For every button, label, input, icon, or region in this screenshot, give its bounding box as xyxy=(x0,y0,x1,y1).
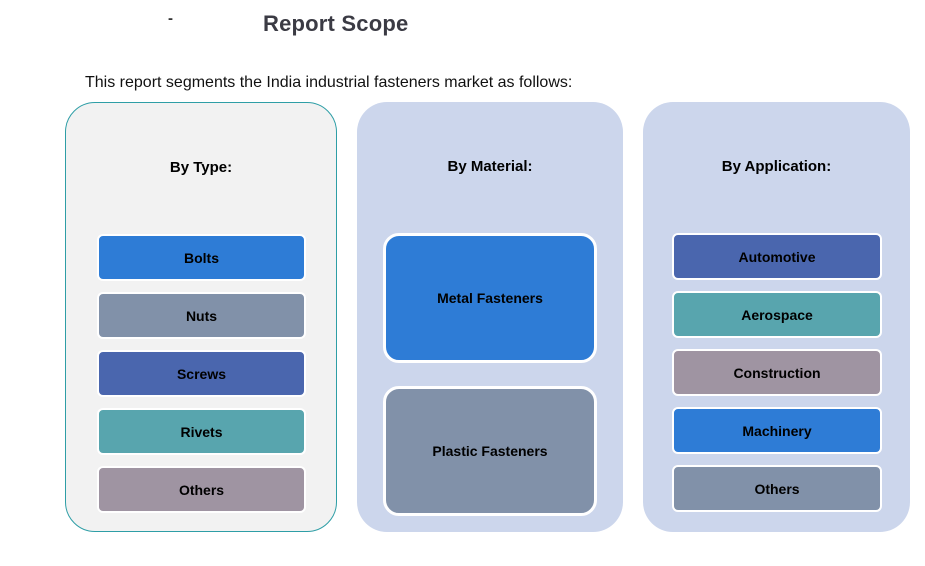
panel-by-material-boxes: Metal Fasteners Plastic Fasteners xyxy=(383,233,597,516)
panel-by-type-boxes: Bolts Nuts Screws Rivets Others xyxy=(97,234,306,513)
segment-box-others-type: Others xyxy=(97,466,306,513)
segment-box-bolts: Bolts xyxy=(97,234,306,281)
panel-by-type-header: By Type: xyxy=(169,159,233,176)
subtitle: This report segments the India industria… xyxy=(85,74,573,91)
segment-box-others-application: Others xyxy=(672,465,882,512)
segment-box-automotive: Automotive xyxy=(672,233,882,280)
panel-by-application-boxes: Automotive Aerospace Construction Machin… xyxy=(672,233,882,512)
panel-by-material-header: By Material: xyxy=(447,158,533,175)
segment-box-rivets: Rivets xyxy=(97,408,306,455)
panel-by-type: By Type: Bolts Nuts Screws Rivets Others xyxy=(65,102,337,532)
page-title: Report Scope xyxy=(263,11,409,36)
dash-mark: - xyxy=(168,10,173,27)
panel-by-application: By Application: Automotive Aerospace Con… xyxy=(643,102,910,532)
segment-box-nuts: Nuts xyxy=(97,292,306,339)
segment-box-construction: Construction xyxy=(672,349,882,396)
panel-by-material: By Material: Metal Fasteners Plastic Fas… xyxy=(357,102,623,532)
segment-box-plastic-fasteners: Plastic Fasteners xyxy=(383,386,597,516)
segment-box-aerospace: Aerospace xyxy=(672,291,882,338)
segment-box-screws: Screws xyxy=(97,350,306,397)
segment-box-metal-fasteners: Metal Fasteners xyxy=(383,233,597,363)
segment-box-machinery: Machinery xyxy=(672,407,882,454)
panel-by-application-header: By Application: xyxy=(721,158,832,175)
